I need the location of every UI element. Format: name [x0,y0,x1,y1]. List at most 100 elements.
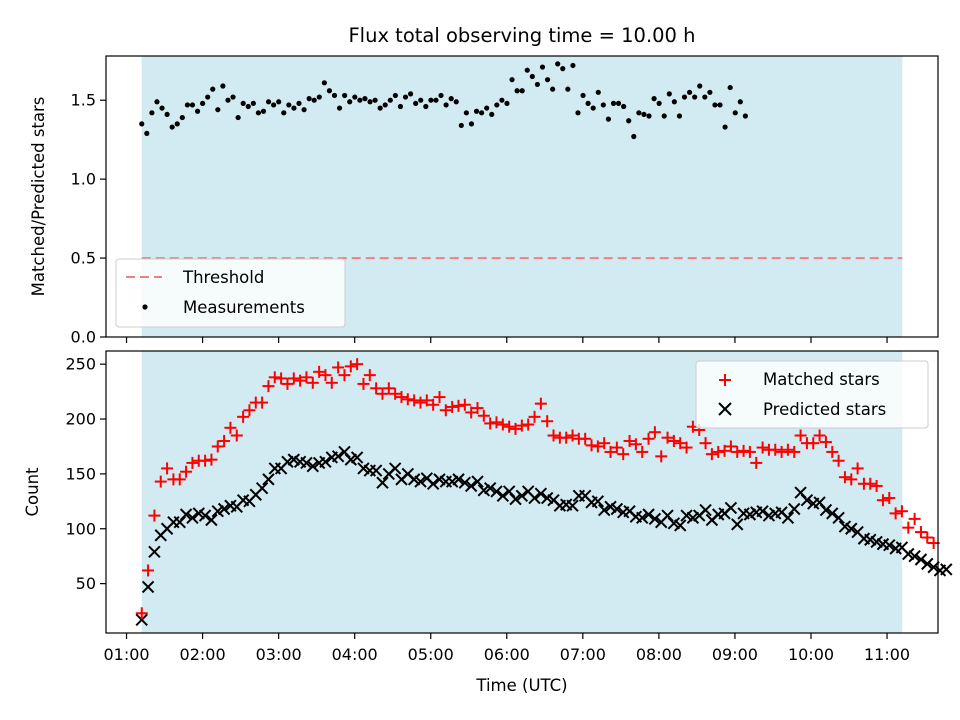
measurement-point [514,88,520,94]
matched-star-point [705,448,718,461]
measurement-point [621,103,627,110]
matched-star-point [439,404,452,417]
measurement-point [636,110,642,116]
matched-star-point [591,440,604,453]
matched-star-point [895,505,908,518]
predicted-star-point [496,489,510,503]
measurement-point [539,64,546,70]
measurement-point [519,88,525,94]
predicted-star-point [306,460,319,473]
measurement-point [595,89,601,95]
predicted-star-point [458,476,472,489]
predicted-star-point [610,502,624,516]
matched-star-point [477,409,490,422]
legend-predicted-label: Predicted stars [763,400,886,419]
measurement-point [438,92,444,99]
matched-star-point [256,396,269,409]
measurement-point [316,94,322,100]
matched-star-point [617,448,630,461]
matched-star-point [262,380,275,393]
predicted-star-point [319,455,332,469]
matched-star-point [889,507,902,520]
measurement-point [575,110,581,116]
matched-star-point [427,398,440,411]
x-tick-label-9: 10:00 [788,645,834,664]
matched-star-point [325,376,338,389]
measurement-point [544,77,551,83]
count-y-axis-label: Count [23,467,42,517]
predicted-star-point [914,553,928,566]
matched-star-point [161,462,174,475]
measurement-point [463,110,469,116]
measurement-point [281,110,287,116]
measurement-point [362,96,368,102]
measurement-point [245,103,251,110]
measurement-point [676,113,683,119]
count-y-tick-label-4: 250 [65,355,96,374]
predicted-star-point [198,509,212,522]
matched-star-point [446,400,459,413]
measurement-point [742,113,748,119]
matched-star-point [180,465,193,478]
measurement-point [382,102,388,108]
predicted-star-point [255,481,269,495]
matched-star-point [838,471,851,484]
ratio-y-tick-label-1: 0.5 [71,249,96,268]
matched-star-point [794,429,807,442]
matched-star-point [579,432,592,445]
matched-star-point [300,371,313,384]
matched-star-point [376,387,389,400]
measurement-point [154,99,160,105]
legend-matched-label: Matched stars [763,370,880,389]
measurement-point [529,73,535,80]
measurement-point [534,81,541,88]
predicted-star-point [845,522,858,535]
matched-star-point [471,402,484,415]
predicted-star-point [262,473,275,486]
measurement-point [159,105,165,111]
predicted-star-point [566,499,579,512]
measurement-point [296,100,302,106]
matched-star-point [667,434,680,447]
measurement-point [641,111,647,118]
measurement-point [661,113,667,119]
matched-star-point [408,394,421,407]
predicted-star-point [350,451,364,464]
measurement-point [291,105,297,111]
measurement-point [271,102,277,108]
x-tick-label-7: 08:00 [636,645,682,664]
measurement-point [468,121,475,127]
matched-star-point [914,526,927,539]
matched-star-point [737,444,750,457]
matched-star-point [490,416,503,429]
predicted-star-point [205,513,218,527]
predicted-star-point [781,511,795,524]
x-axis-label: Time (UTC) [475,676,567,695]
measurement-point [336,105,343,111]
chart-title: Flux total observing time = 10.00 h [348,24,695,47]
predicted-star-point [883,539,896,552]
matched-star-point [313,365,326,378]
matched-star-point [826,445,839,458]
x-tick-label-0: 01:00 [103,645,149,664]
matched-star-point [699,437,712,450]
predicted-star-point [528,491,541,505]
matched-star-point [142,564,155,577]
matched-star-point [851,462,864,475]
legend-predicted-swatch [718,402,732,416]
matched-star-point [819,436,832,449]
matched-star-point [237,410,250,423]
matched-star-point [655,450,668,463]
matched-star-point [268,371,281,384]
matched-star-point [363,369,376,382]
measurement-point [681,94,688,100]
measurement-point [205,94,211,100]
matched-star-point [731,445,744,458]
measurement-point [524,67,530,73]
predicted-star-point [699,503,712,517]
matched-star-point [218,434,231,447]
matched-star-point [712,445,725,458]
measurement-point [301,107,307,113]
matched-star-point [433,391,446,404]
predicted-star-point [186,511,199,524]
